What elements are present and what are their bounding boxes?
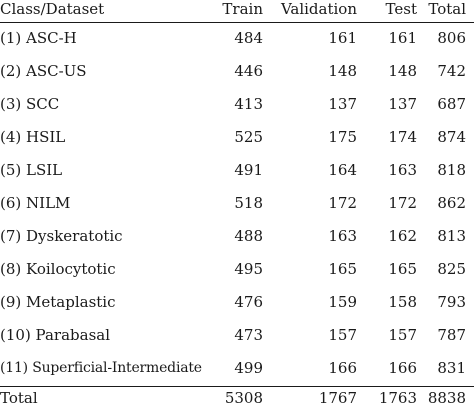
cell-train: 518 xyxy=(234,193,263,212)
cell-test: 157 xyxy=(388,325,417,344)
cell-total: 813 xyxy=(437,226,466,245)
cell-test: 137 xyxy=(388,94,417,113)
cell-test: 166 xyxy=(388,358,417,377)
footer-test: 1763 xyxy=(378,389,417,407)
cell-total: 825 xyxy=(437,259,466,278)
header-row: Class/Dataset Train Validation Test Tota… xyxy=(0,0,474,21)
cell-train: 484 xyxy=(234,28,263,47)
header-validation: Validation xyxy=(280,0,357,18)
cell-class: (8) Koilocytotic xyxy=(0,259,116,278)
cell-validation: 137 xyxy=(328,94,357,113)
cell-validation: 172 xyxy=(328,193,357,212)
cell-test: 172 xyxy=(388,193,417,212)
table-row: (4) HSIL 525 175 174 874 xyxy=(0,120,474,153)
cell-class: (2) ASC-US xyxy=(0,61,87,80)
cell-train: 476 xyxy=(234,292,263,311)
cell-class: (1) ASC-H xyxy=(0,28,77,47)
cell-train: 446 xyxy=(234,61,263,80)
cell-train: 491 xyxy=(234,160,263,179)
cell-train: 495 xyxy=(234,259,263,278)
cell-total: 862 xyxy=(437,193,466,212)
cell-validation: 163 xyxy=(328,226,357,245)
cell-class: (4) HSIL xyxy=(0,127,66,146)
cell-test: 158 xyxy=(388,292,417,311)
cell-class: (7) Dyskeratotic xyxy=(0,226,123,245)
header-class: Class/Dataset xyxy=(0,0,105,18)
cell-test: 165 xyxy=(388,259,417,278)
table-row: (9) Metaplastic 476 159 158 793 xyxy=(0,285,474,318)
cell-total: 831 xyxy=(437,358,466,377)
cell-train: 488 xyxy=(234,226,263,245)
cell-test: 148 xyxy=(388,61,417,80)
cell-train: 499 xyxy=(234,358,263,377)
header-total: Total xyxy=(428,0,466,18)
footer-total: 8838 xyxy=(427,389,466,407)
footer-validation: 1767 xyxy=(318,389,357,407)
cell-class: (9) Metaplastic xyxy=(0,292,116,311)
table-row: (1) ASC-H 484 161 161 806 xyxy=(0,21,474,54)
cell-validation: 161 xyxy=(328,28,357,47)
cell-validation: 165 xyxy=(328,259,357,278)
table-row: (2) ASC-US 446 148 148 742 xyxy=(0,54,474,87)
table-row: (6) NILM 518 172 172 862 xyxy=(0,186,474,219)
footer-top-rule xyxy=(0,386,474,387)
cell-total: 742 xyxy=(437,61,466,80)
cell-validation: 157 xyxy=(328,325,357,344)
table-row: (7) Dyskeratotic 488 163 162 813 xyxy=(0,219,474,252)
table-row: (11) Superficial-Intermediate 499 166 16… xyxy=(0,351,474,384)
cell-class: (10) Parabasal xyxy=(0,325,111,344)
cell-total: 806 xyxy=(437,28,466,47)
header-test: Test xyxy=(385,0,417,18)
cell-total: 793 xyxy=(437,292,466,311)
cell-validation: 159 xyxy=(328,292,357,311)
footer-train: 5308 xyxy=(224,389,263,407)
cell-validation: 148 xyxy=(328,61,357,80)
cell-test: 174 xyxy=(388,127,417,146)
cell-validation: 164 xyxy=(328,160,357,179)
cell-validation: 166 xyxy=(328,358,357,377)
cell-class: (11) Superficial-Intermediate xyxy=(0,359,202,376)
cell-class: (6) NILM xyxy=(0,193,71,212)
cell-class: (3) SCC xyxy=(0,94,60,113)
total-row: Total 5308 1767 1763 8838 xyxy=(0,384,474,412)
header-bottom-rule xyxy=(0,22,474,23)
cell-test: 163 xyxy=(388,160,417,179)
cell-total: 874 xyxy=(437,127,466,146)
cell-test: 161 xyxy=(388,28,417,47)
cell-train: 473 xyxy=(234,325,263,344)
cell-total: 818 xyxy=(437,160,466,179)
cell-total: 787 xyxy=(437,325,466,344)
table-row: (3) SCC 413 137 137 687 xyxy=(0,87,474,120)
table-row: (5) LSIL 491 164 163 818 xyxy=(0,153,474,186)
table-row: (10) Parabasal 473 157 157 787 xyxy=(0,318,474,351)
cell-test: 162 xyxy=(388,226,417,245)
cell-train: 413 xyxy=(234,94,263,113)
table-row: (8) Koilocytotic 495 165 165 825 xyxy=(0,252,474,285)
cell-train: 525 xyxy=(234,127,263,146)
cell-validation: 175 xyxy=(328,127,357,146)
footer-class: Total xyxy=(0,389,38,407)
cell-total: 687 xyxy=(437,94,466,113)
header-train: Train xyxy=(222,0,263,18)
cell-class: (5) LSIL xyxy=(0,160,63,179)
